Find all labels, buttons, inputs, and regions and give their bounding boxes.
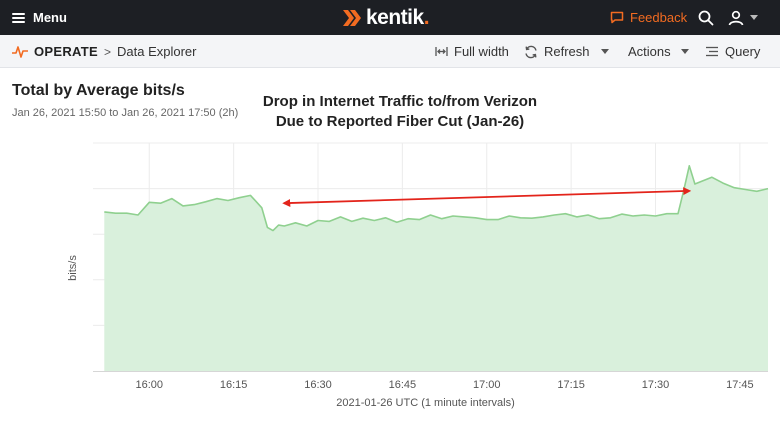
series-area-fill — [104, 165, 769, 371]
traffic-area-chart: 16:00 16:15 16:30 16:45 17:00 17:15 17:30 17:45… — [67, 142, 769, 409]
feedback-button[interactable]: Feedback — [610, 0, 687, 35]
annotation-line-1: Drop in Internet Traffic to/from Verizon — [262, 93, 538, 110]
query-icon — [706, 46, 718, 57]
refresh-label: Refresh — [544, 44, 590, 59]
query-button[interactable]: Query — [706, 35, 760, 68]
y-axis-label: bits/s — [67, 255, 79, 281]
breadcrumb-section[interactable]: OPERATE — [34, 44, 98, 59]
hamburger-icon — [12, 12, 25, 23]
x-axis-label: 2021-01-26 UTC (1 minute intervals) — [336, 397, 515, 409]
user-icon[interactable] — [727, 9, 745, 27]
x-tick-label: 17:15 — [557, 379, 585, 391]
x-tick-label: 16:45 — [389, 379, 417, 391]
refresh-button[interactable]: Refresh — [524, 35, 590, 68]
x-tick-label: 17:45 — [726, 379, 754, 391]
logo-text: kentik. — [366, 5, 430, 29]
date-range: Jan 26, 2021 15:50 to Jan 26, 2021 17:50… — [12, 107, 239, 119]
breadcrumb-separator: > — [103, 44, 111, 59]
annotation-arrow — [282, 187, 692, 208]
chevron-down-icon — [601, 49, 609, 54]
chevron-down-icon[interactable] — [750, 15, 758, 20]
top-navigation-bar: Menu kentik. Feedback — [0, 0, 780, 35]
x-tick-label: 16:30 — [304, 379, 332, 391]
kentik-logo[interactable]: kentik. — [343, 0, 430, 35]
x-tick-label: 16:15 — [220, 379, 248, 391]
logo-dot: . — [423, 5, 430, 29]
feedback-icon — [610, 11, 624, 24]
annotation-line-2: Due to Reported Fiber Cut (Jan-26) — [275, 113, 525, 130]
actions-menu-button[interactable]: Actions — [628, 35, 689, 68]
menu-button[interactable]: Menu — [12, 0, 67, 35]
refresh-interval-dropdown[interactable] — [601, 35, 609, 68]
actions-label: Actions — [628, 44, 671, 59]
toolbar: OPERATE > Data Explorer Full width Refre… — [0, 35, 780, 68]
kentik-logo-icon — [343, 9, 361, 26]
full-width-icon — [435, 47, 448, 56]
query-label: Query — [725, 44, 761, 59]
panel-title: Total by Average bits/s — [12, 82, 185, 99]
breadcrumb: OPERATE > Data Explorer — [12, 35, 196, 68]
chevron-down-icon — [680, 49, 689, 54]
pulse-icon — [12, 45, 28, 58]
menu-label: Menu — [33, 10, 67, 25]
search-icon[interactable] — [698, 10, 714, 26]
x-tick-label: 17:30 — [642, 379, 670, 391]
full-width-label: Full width — [454, 44, 509, 59]
breadcrumb-page: Data Explorer — [117, 44, 197, 59]
chart-annotation: Drop in Internet Traffic to/from Verizon… — [240, 92, 560, 132]
series-line[interactable] — [104, 164, 769, 232]
feedback-label: Feedback — [630, 10, 688, 25]
x-tick-label: 17:00 — [473, 379, 501, 391]
full-width-button[interactable]: Full width — [435, 35, 509, 68]
refresh-icon — [525, 45, 537, 58]
x-tick-label: 16:00 — [135, 379, 163, 391]
